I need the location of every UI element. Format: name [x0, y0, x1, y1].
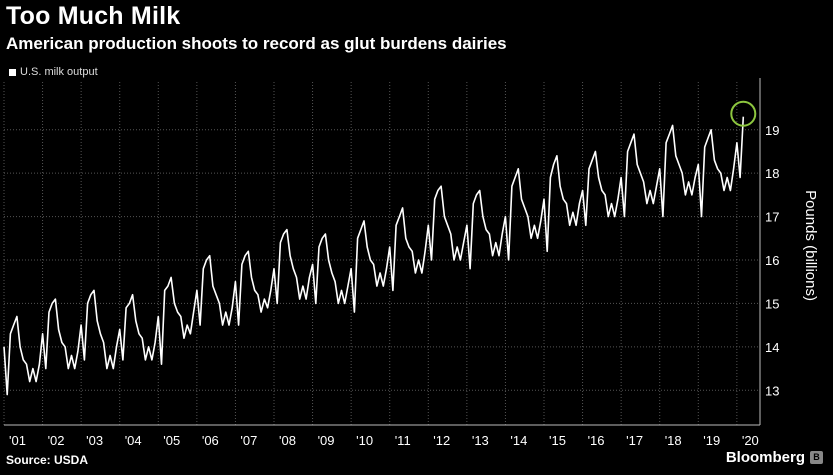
bloomberg-badge-icon: B: [810, 451, 823, 464]
x-tick-label: '19: [703, 433, 720, 448]
chart-subtitle: American production shoots to record as …: [6, 34, 507, 53]
x-tick-label: '15: [549, 433, 566, 448]
y-tick-label: 19: [765, 123, 779, 138]
source-note: Source: USDA: [6, 453, 89, 467]
y-tick-label: 18: [765, 166, 779, 181]
x-tick-label: '12: [433, 433, 450, 448]
x-tick-label: '20: [742, 433, 759, 448]
series-line-us-milk-output: [3, 116, 745, 396]
x-tick-label: '02: [48, 433, 65, 448]
y-tick-label: 14: [765, 340, 779, 355]
x-tick-label: '04: [125, 433, 142, 448]
bloomberg-logo: Bloomberg: [725, 449, 805, 466]
x-tick-label: '03: [86, 433, 103, 448]
x-tick-label: '05: [163, 433, 180, 448]
x-tick-label: '16: [588, 433, 605, 448]
x-tick-label: '13: [472, 433, 489, 448]
x-tick-label: '14: [510, 433, 527, 448]
x-tick-label: '10: [356, 433, 373, 448]
x-tick-label: '18: [665, 433, 682, 448]
chart-title: Too Much Milk: [6, 2, 181, 30]
y-tick-label: 17: [765, 210, 779, 225]
y-axis-label: Pounds (billions): [802, 190, 819, 301]
x-tick-label: '06: [202, 433, 219, 448]
record-highlight-circle: [730, 100, 757, 127]
x-tick-label: '09: [318, 433, 335, 448]
y-tick-label: 13: [765, 383, 779, 398]
x-tick-label: '08: [279, 433, 296, 448]
legend: U.S. milk output: [9, 66, 98, 78]
x-tick-label: '01: [9, 433, 26, 448]
x-tick-label: '11: [395, 433, 411, 448]
y-tick-label: 16: [765, 253, 779, 268]
legend-label: U.S. milk output: [20, 66, 98, 78]
legend-swatch: [9, 68, 16, 76]
x-tick-label: '07: [240, 433, 257, 448]
y-tick-label: 15: [765, 296, 779, 311]
x-tick-label: '17: [626, 433, 643, 448]
